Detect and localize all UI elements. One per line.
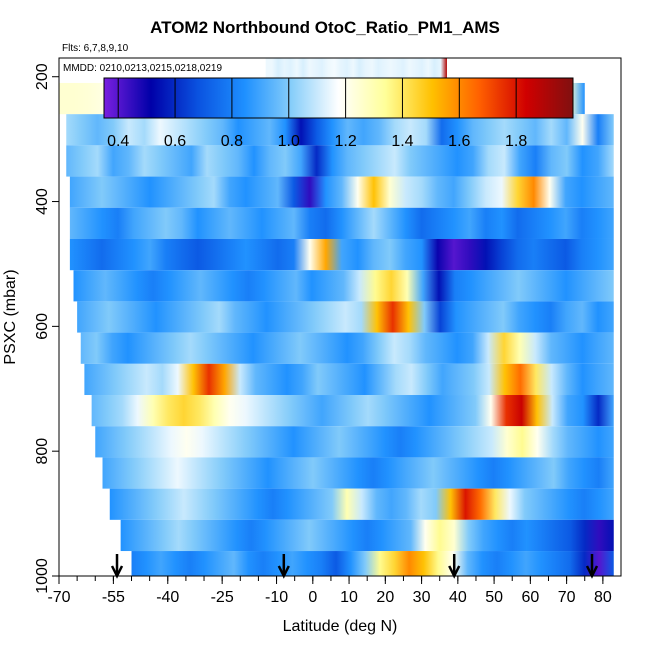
pressure-band bbox=[95, 426, 614, 458]
x-tick-label: 30 bbox=[413, 589, 431, 606]
pressure-band bbox=[77, 301, 614, 333]
x-tick-label: 20 bbox=[376, 589, 394, 606]
colorbar-tick-label: 1.8 bbox=[505, 133, 527, 150]
x-tick-label: 40 bbox=[449, 589, 467, 606]
pressure-band bbox=[84, 363, 614, 396]
flight-arrow bbox=[277, 554, 290, 579]
pressure-band bbox=[120, 519, 614, 552]
plot-frame bbox=[58, 57, 622, 577]
pressure-band bbox=[109, 488, 614, 520]
pressure-band bbox=[131, 551, 614, 576]
colorbar-tick-label: 0.6 bbox=[164, 133, 186, 150]
pressure-band bbox=[66, 145, 614, 177]
dates-label: MMDD: 0210,0213,0215,0218,0219 bbox=[63, 63, 223, 74]
x-tick-label: 10 bbox=[340, 589, 358, 606]
y-axis-label: PSXC (mbar) bbox=[2, 269, 19, 364]
flight-arrow bbox=[448, 554, 461, 579]
colorbar-tick-label: 1.0 bbox=[278, 133, 300, 150]
flight-arrow bbox=[110, 554, 124, 579]
x-tick-label: 70 bbox=[558, 589, 576, 606]
x-tick-label: -40 bbox=[156, 589, 179, 606]
x-tick-label: -10 bbox=[265, 589, 288, 606]
colorbar-ramp bbox=[103, 77, 574, 119]
pressure-band bbox=[66, 114, 614, 146]
colorbar: 0.4 0.6 0.8 1.0 1.2 1.4 1.6 1.8 bbox=[103, 77, 574, 150]
x-axis: -70 -55 -40 -25 -10 0 10 20 30 40 50 60 70 80 bbox=[47, 576, 612, 606]
pressure-band bbox=[69, 207, 614, 239]
x-tick-label: 50 bbox=[485, 589, 503, 606]
flight-arrow bbox=[585, 554, 599, 579]
y-tick-label: 1000 bbox=[34, 558, 51, 594]
x-tick-label: -55 bbox=[102, 589, 125, 606]
x-axis-label: Latitude (deg N) bbox=[283, 618, 398, 635]
colorbar-tick-label: 1.6 bbox=[448, 133, 470, 150]
x-tick-label: 60 bbox=[521, 589, 539, 606]
y-tick-label: 600 bbox=[34, 313, 51, 340]
flight-arrows bbox=[110, 554, 599, 579]
x-tick-label: -25 bbox=[211, 589, 234, 606]
x-tick-label: -70 bbox=[47, 589, 70, 606]
x-tick-label: 80 bbox=[594, 589, 612, 606]
colorbar-tick-label: 0.8 bbox=[221, 133, 243, 150]
pressure-band bbox=[80, 332, 614, 364]
pressure-band bbox=[69, 238, 614, 271]
pressure-band bbox=[102, 457, 614, 489]
heatmap-bands bbox=[59, 58, 614, 576]
colorbar-tick-label: 1.2 bbox=[334, 133, 356, 150]
y-tick-label: 200 bbox=[34, 63, 51, 90]
y-tick-label: 800 bbox=[34, 438, 51, 465]
pressure-band bbox=[91, 395, 614, 427]
y-axis: 200 400 600 800 1000 bbox=[34, 63, 59, 594]
flights-label: Flts: 6,7,8,9,10 bbox=[62, 43, 129, 54]
pressure-band bbox=[69, 176, 614, 208]
colorbar-tick-label: 0.4 bbox=[107, 133, 129, 150]
pressure-band bbox=[73, 270, 614, 302]
chart-title: ATOM2 Northbound OtoC_Ratio_PM1_AMS bbox=[150, 18, 500, 37]
colorbar-tick-label: 1.4 bbox=[391, 133, 413, 150]
y-tick-label: 400 bbox=[34, 188, 51, 215]
x-tick-label: 0 bbox=[308, 589, 317, 606]
